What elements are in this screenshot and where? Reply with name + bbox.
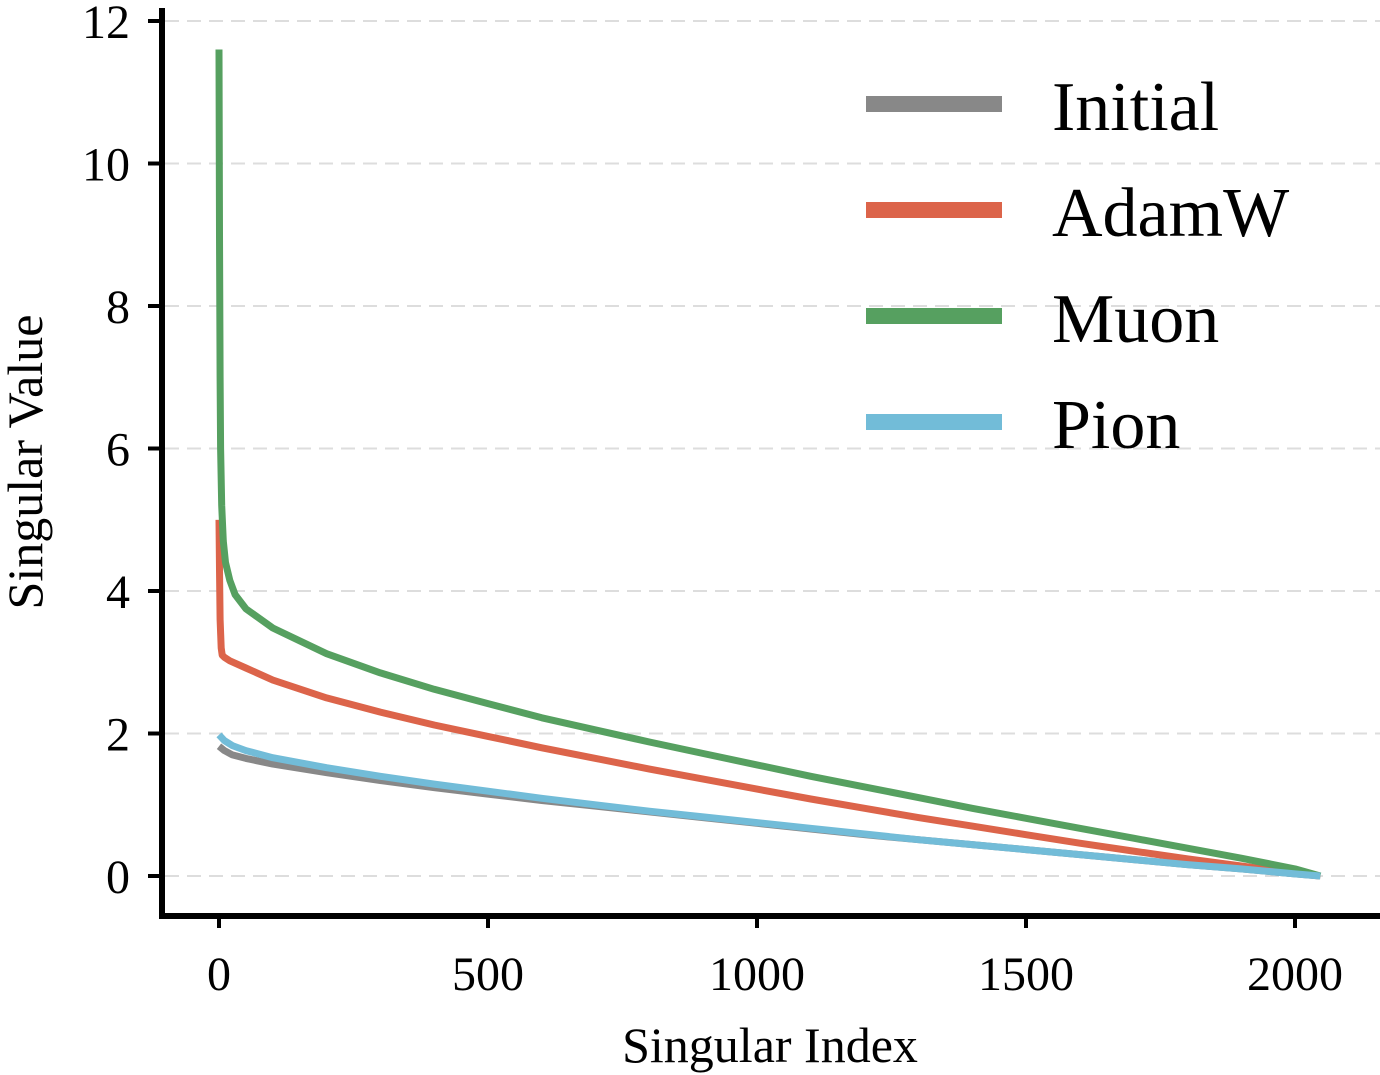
series-line-pion xyxy=(216,732,1321,880)
x-tick-label-3: 1500 xyxy=(978,948,1074,1001)
y-tick-label-3: 6 xyxy=(106,424,130,477)
legend-label-pion: Pion xyxy=(1052,387,1180,464)
axes xyxy=(159,8,1380,919)
series-line-muon xyxy=(215,49,1322,880)
y-tick-label-4: 8 xyxy=(106,281,130,334)
grid-lines xyxy=(165,20,1380,877)
y-tick-label-2: 4 xyxy=(106,566,130,619)
legend-label-muon: Muon xyxy=(1052,281,1219,358)
x-ticks: 0 500 1000 1500 2000 xyxy=(207,916,1343,1001)
y-tick-label-0: 0 xyxy=(106,851,130,904)
y-ticks: 0 2 4 6 8 10 12 xyxy=(82,0,162,904)
y-tick-label-6: 12 xyxy=(82,0,130,49)
x-tick-label-2: 1000 xyxy=(709,948,805,1001)
x-axis-label: Singular Index xyxy=(622,1017,918,1073)
series-lines xyxy=(215,49,1322,880)
x-tick-label-1: 500 xyxy=(452,948,524,1001)
y-tick-label-1: 2 xyxy=(106,709,130,762)
x-tick-label-4: 2000 xyxy=(1247,948,1343,1001)
y-tick-label-5: 10 xyxy=(82,139,130,192)
y-axis-label: Singular Value xyxy=(0,315,53,610)
legend-label-initial: Initial xyxy=(1052,69,1219,146)
series-line-adamw xyxy=(215,519,1321,880)
legend: Initial AdamW Muon Pion xyxy=(866,69,1289,464)
x-tick-label-0: 0 xyxy=(207,948,231,1001)
legend-label-adamw: AdamW xyxy=(1052,175,1289,252)
